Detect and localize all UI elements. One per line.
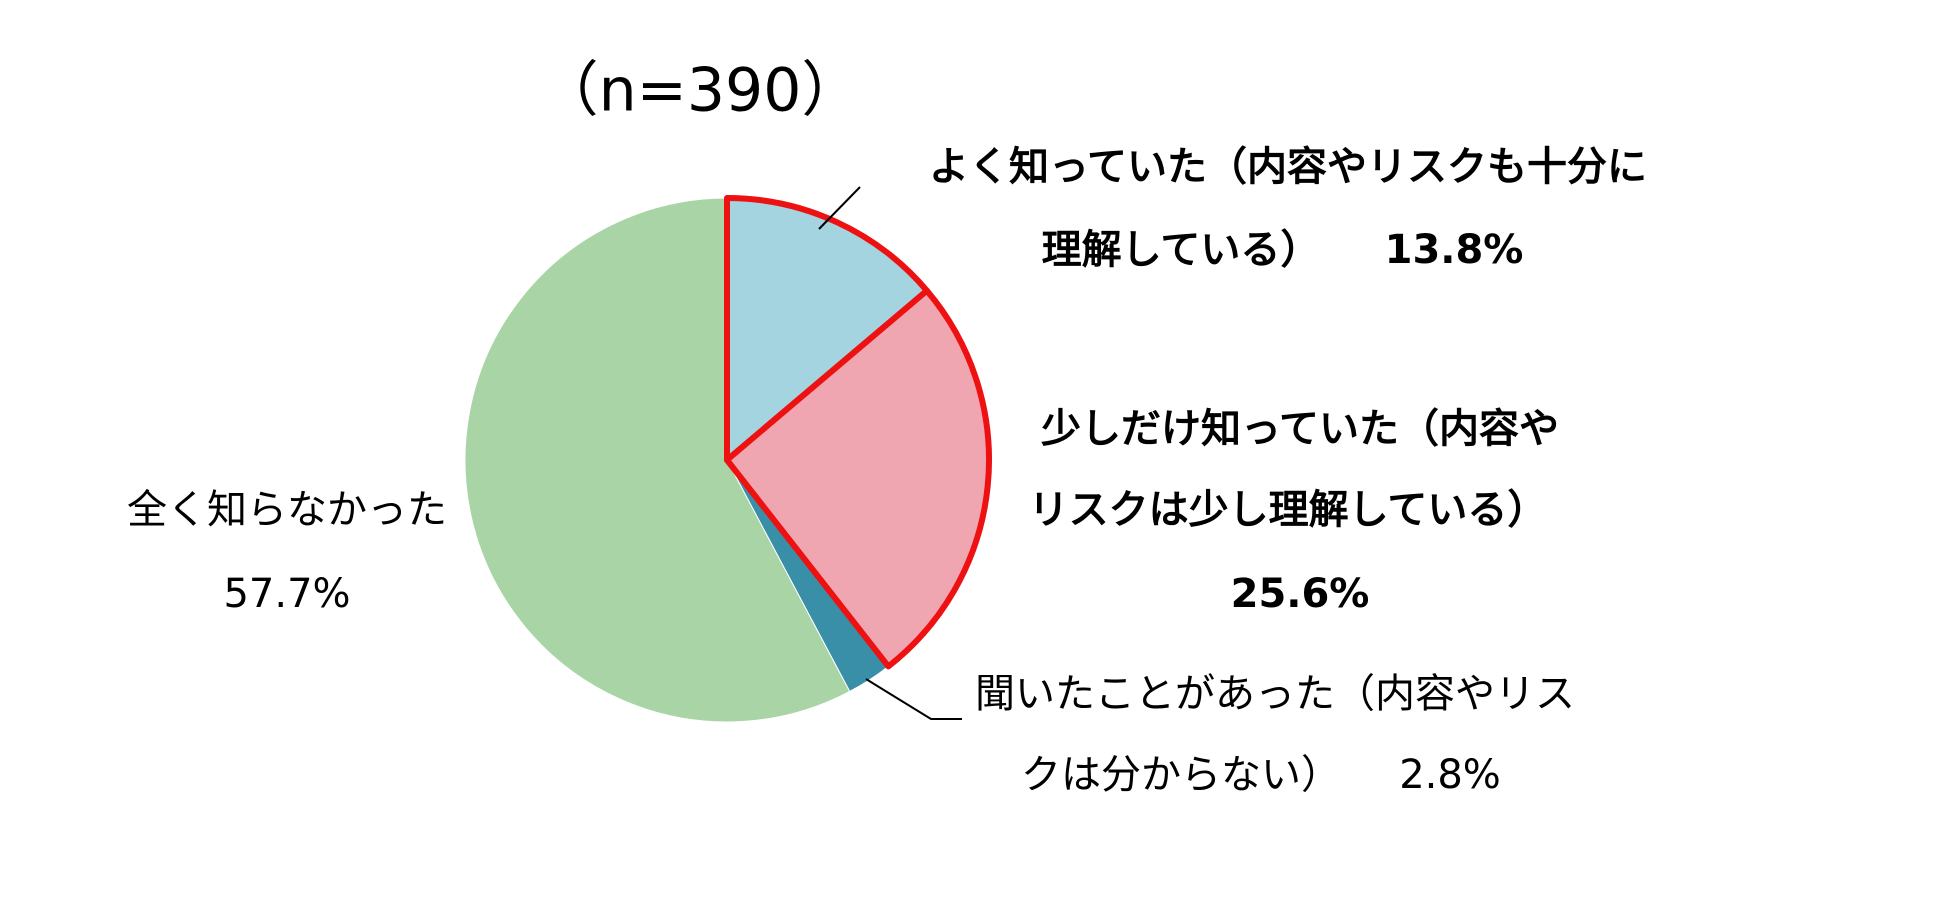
pie-slice xyxy=(464,197,851,723)
pie-slice xyxy=(724,287,992,670)
slice-label: 聞いたことがあった（内容やリス xyxy=(975,671,1575,717)
value-label: 57.7% xyxy=(223,571,350,617)
slice-label: クは分からない） xyxy=(1021,752,1341,798)
value-label: 25.6% xyxy=(1231,571,1370,617)
slice-label: 全く知らなかった xyxy=(127,487,447,533)
slice-label: よく知っていた（内容やリスクも十分に xyxy=(929,144,1647,190)
chart-title: （n=390） xyxy=(539,56,862,126)
slice-label: 理解している） xyxy=(1042,227,1321,273)
pie-slice xyxy=(724,195,930,463)
slice-label: 少しだけ知っていた（内容や xyxy=(1041,406,1559,452)
value-label: 13.8% xyxy=(1385,227,1524,273)
value-label: 2.8% xyxy=(1399,752,1501,798)
leader-line xyxy=(865,678,962,720)
leader-line xyxy=(818,186,861,230)
pie xyxy=(464,195,992,723)
slice-label: リスクは少し理解している） xyxy=(1029,487,1548,533)
